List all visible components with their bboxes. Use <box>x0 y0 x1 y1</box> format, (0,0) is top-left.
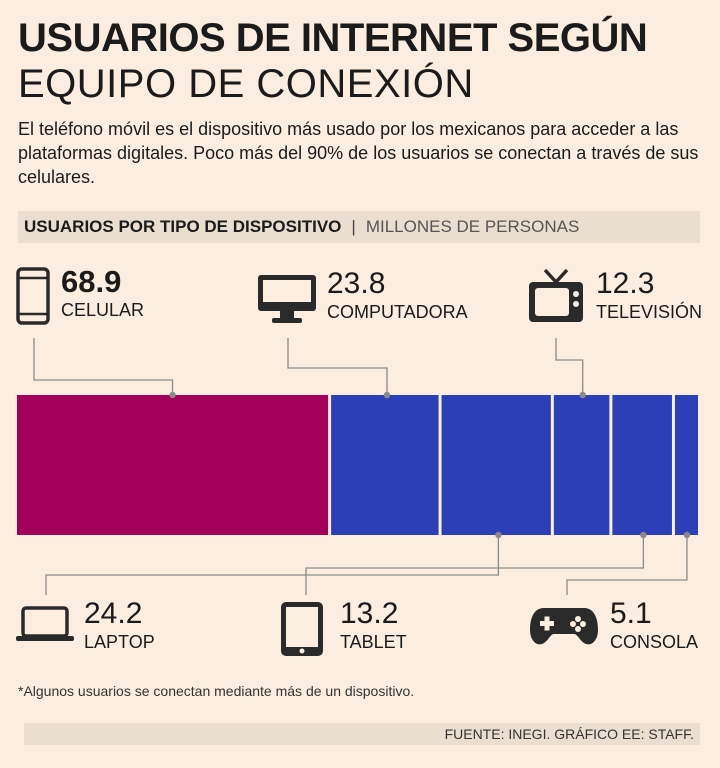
leader-line-consola <box>566 535 688 595</box>
footnote: *Algunos usuarios se conectan mediante m… <box>18 683 415 699</box>
chart-subheader-unit: MILLONES DE PERSONAS <box>365 217 580 236</box>
category-consola: CONSOLA <box>610 632 699 652</box>
leader-line-computadora <box>287 338 388 395</box>
phone-icon <box>16 267 50 325</box>
leader-dot-television <box>579 391 586 399</box>
label-celular: 68.9 CELULAR <box>61 265 144 321</box>
value-laptop: 24.2 <box>84 597 143 630</box>
bar-segment-consola <box>674 395 698 535</box>
label-laptop: 24.2 LAPTOP <box>84 597 155 653</box>
value-celular: 68.9 <box>61 264 122 299</box>
monitor-icon <box>258 275 316 323</box>
leader-dot-celular <box>169 391 176 399</box>
label-consola: 5.1 CONSOLA <box>610 597 698 653</box>
laptop-icon <box>16 606 74 641</box>
bar-segment-tablet <box>612 395 672 535</box>
category-laptop: LAPTOP <box>84 632 155 652</box>
leader-dot-computadora <box>383 391 391 399</box>
title-light: EQUIPO DE CONEXIÓN <box>18 62 474 106</box>
value-television: 12.3 <box>596 267 655 300</box>
label-tablet: 13.2 TABLET <box>340 597 407 653</box>
bar-segment-computadora <box>331 395 439 535</box>
source-text: FUENTE: INEGI. GRÁFICO EE: STAFF. <box>444 726 694 742</box>
label-television: 12.3 TELEVISIÓN <box>596 267 702 323</box>
category-celular: CELULAR <box>61 300 145 320</box>
source-bar: FUENTE: INEGI. GRÁFICO EE: STAFF. <box>24 723 700 745</box>
device-bar-chart <box>17 338 698 595</box>
category-computadora: COMPUTADORA <box>327 302 468 322</box>
leader-dot-laptop <box>495 531 502 539</box>
value-computadora: 23.8 <box>327 267 386 300</box>
leader-line-celular <box>33 338 174 395</box>
value-consola: 5.1 <box>610 597 652 630</box>
intro-text: El teléfono móvil es el dispositivo más … <box>18 119 699 187</box>
chart-subheader-separator: | <box>351 217 356 236</box>
leader-dot-consola <box>683 531 691 539</box>
category-television: TELEVISIÓN <box>596 302 703 322</box>
tablet-icon <box>281 602 323 656</box>
leader-line-tablet <box>305 535 645 595</box>
title-bold: USUARIOS DE INTERNET SEGÚN <box>18 16 648 60</box>
category-tablet: TABLET <box>340 632 407 652</box>
label-computadora: 23.8 COMPUTADORA <box>327 267 468 323</box>
bar-segment-celular <box>17 395 329 535</box>
bar-segment-laptop <box>441 395 551 535</box>
bar-segment-television <box>553 395 610 535</box>
chart-subheader: USUARIOS POR TIPO DE DISPOSITIVO | MILLONE… <box>18 211 700 243</box>
leader-line-laptop <box>45 535 500 595</box>
leader-dot-tablet <box>640 531 647 539</box>
value-tablet: 13.2 <box>340 597 399 630</box>
chart-subheader-label: USUARIOS POR TIPO DE DISPOSITIVO <box>24 217 342 236</box>
gamepad-icon <box>530 608 598 645</box>
leader-line-television <box>555 338 584 395</box>
tv-icon <box>529 268 583 322</box>
